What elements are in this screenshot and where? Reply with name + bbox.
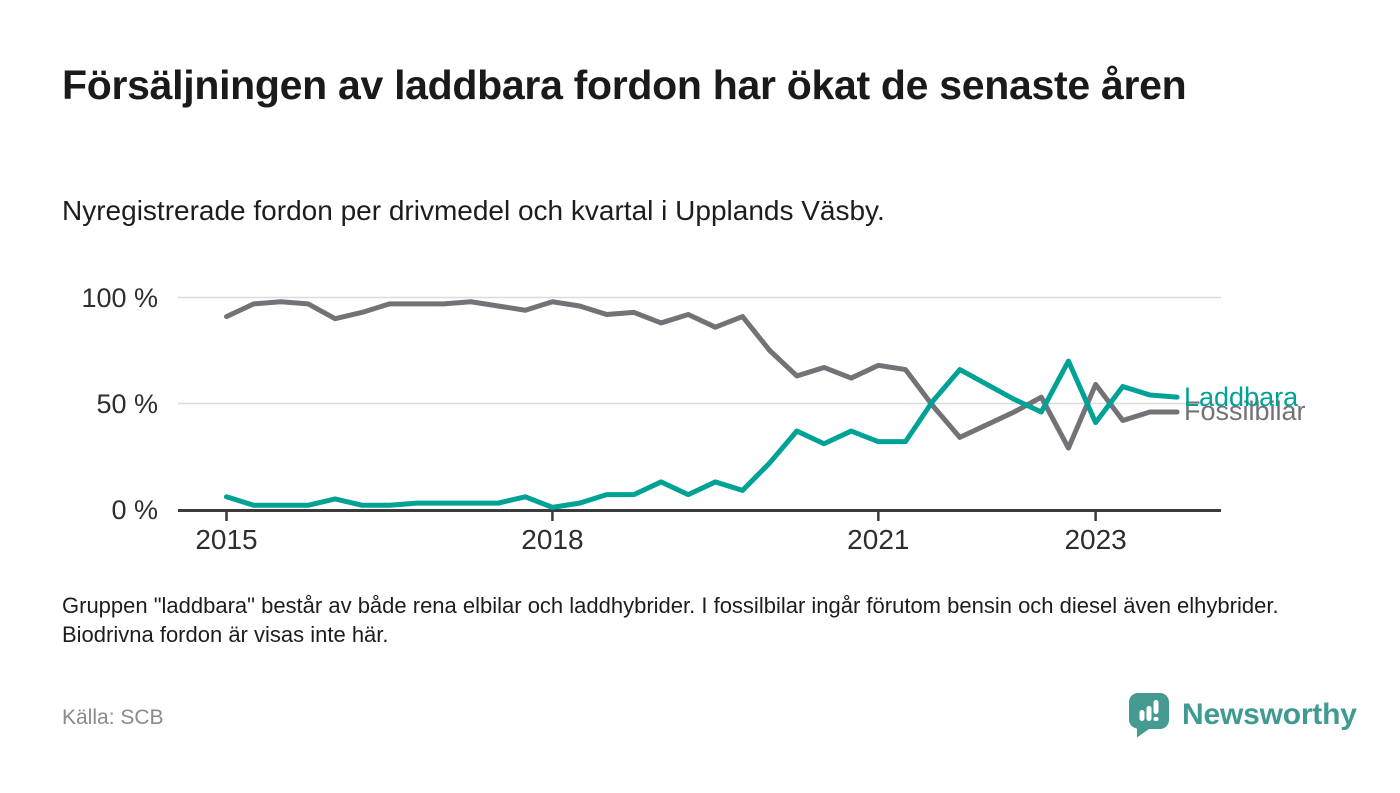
source-label: Källa: SCB <box>62 706 164 729</box>
x-tick-label-2015: 2015 <box>195 524 258 555</box>
x-tick-label-2021: 2021 <box>847 524 910 555</box>
x-tick-label-2018: 2018 <box>521 524 584 555</box>
series-label-laddbara: Laddbara <box>1184 381 1299 412</box>
x-tick-label-2023: 2023 <box>1064 524 1127 555</box>
chart-subtitle: Nyregistrerade fordon per drivmedel och … <box>62 195 885 226</box>
chart-footnote: Gruppen "laddbara" består av både rena e… <box>62 593 1279 647</box>
newsworthy-logo-text: Newsworthy <box>1182 698 1357 731</box>
line-chart: 100 % 50 % 0 % 2015 2018 2021 2023 Fossi… <box>81 282 1306 556</box>
y-tick-label-0: 0 % <box>111 494 158 525</box>
newsworthy-logo: Newsworthy <box>1128 692 1357 738</box>
y-tick-label-100: 100 % <box>81 282 158 313</box>
series-label-fossilbilar: Fossilbilar <box>1184 396 1306 427</box>
chart-title: Försäljningen av laddbara fordon har öka… <box>62 62 1187 108</box>
newsworthy-logo-icon <box>1129 693 1169 738</box>
y-tick-label-50: 50 % <box>96 388 158 419</box>
